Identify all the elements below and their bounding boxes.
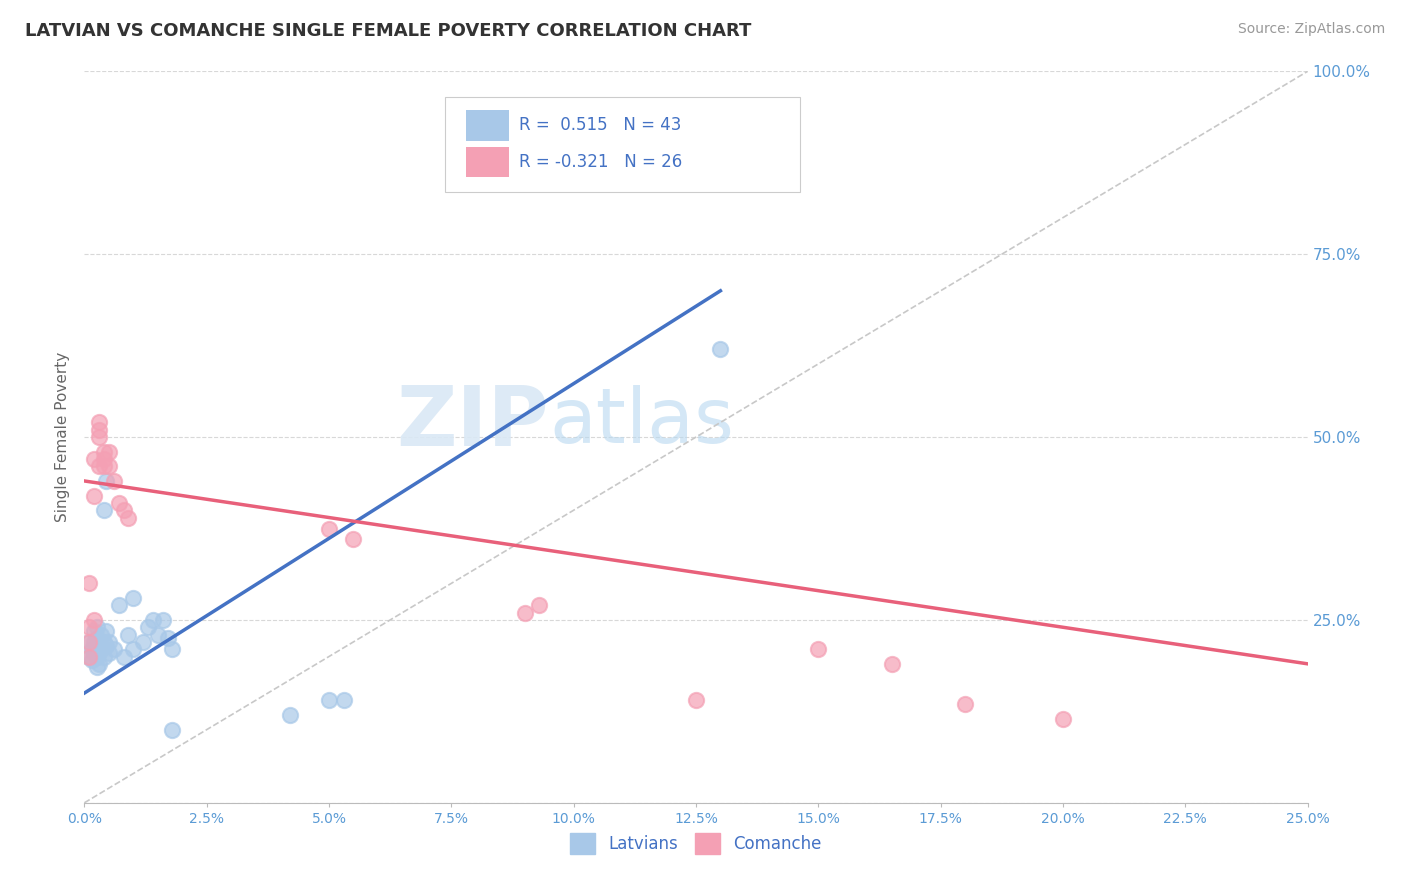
Point — [103, 474, 125, 488]
Point — [152, 613, 174, 627]
Point — [685, 693, 707, 707]
Point — [83, 646, 105, 660]
Point — [117, 510, 139, 524]
Point — [93, 649, 115, 664]
Point — [93, 503, 115, 517]
Point — [86, 632, 108, 646]
Point — [87, 459, 110, 474]
Point — [162, 723, 184, 737]
Point — [86, 642, 108, 657]
Point — [80, 653, 103, 667]
Point — [96, 474, 118, 488]
Point — [77, 635, 100, 649]
Point — [513, 606, 536, 620]
FancyBboxPatch shape — [465, 110, 509, 141]
Point — [112, 649, 135, 664]
Text: Source: ZipAtlas.com: Source: ZipAtlas.com — [1237, 22, 1385, 37]
Point — [529, 599, 551, 613]
Point — [1052, 712, 1074, 726]
Point — [103, 642, 125, 657]
Text: atlas: atlas — [550, 385, 734, 459]
Point — [142, 613, 165, 627]
Point — [77, 620, 100, 634]
Point — [87, 423, 110, 437]
Point — [146, 627, 169, 641]
Point — [90, 639, 112, 653]
Point — [132, 635, 155, 649]
Text: R = -0.321   N = 26: R = -0.321 N = 26 — [519, 153, 682, 171]
Point — [122, 591, 145, 605]
Point — [83, 489, 105, 503]
Point — [80, 642, 103, 657]
FancyBboxPatch shape — [465, 146, 509, 178]
Point — [97, 635, 120, 649]
Point — [83, 452, 105, 467]
Point — [136, 620, 159, 634]
Point — [77, 649, 100, 664]
Point — [97, 646, 120, 660]
Point — [87, 646, 110, 660]
Point — [162, 642, 184, 657]
Point — [880, 657, 903, 671]
Point — [97, 444, 120, 458]
Point — [342, 533, 364, 547]
Point — [156, 632, 179, 646]
Point — [86, 660, 108, 674]
Point — [86, 649, 108, 664]
Point — [107, 599, 129, 613]
Point — [332, 693, 354, 707]
Text: LATVIAN VS COMANCHE SINGLE FEMALE POVERTY CORRELATION CHART: LATVIAN VS COMANCHE SINGLE FEMALE POVERT… — [25, 22, 752, 40]
Point — [87, 430, 110, 444]
Text: R =  0.515   N = 43: R = 0.515 N = 43 — [519, 116, 681, 134]
Point — [97, 459, 120, 474]
Point — [86, 620, 108, 634]
FancyBboxPatch shape — [446, 97, 800, 192]
Point — [87, 416, 110, 430]
Point — [77, 635, 100, 649]
Text: ZIP: ZIP — [396, 382, 550, 463]
Y-axis label: Single Female Poverty: Single Female Poverty — [55, 352, 70, 522]
Point — [318, 521, 340, 535]
Point — [77, 576, 100, 591]
Point — [278, 708, 301, 723]
Point — [93, 452, 115, 467]
Point — [87, 635, 110, 649]
Point — [122, 642, 145, 657]
Point — [807, 642, 830, 657]
Point — [93, 444, 115, 458]
Point — [93, 459, 115, 474]
Legend: Latvians, Comanche: Latvians, Comanche — [564, 827, 828, 860]
Point — [77, 649, 100, 664]
Point — [93, 635, 115, 649]
Point — [117, 627, 139, 641]
Point — [318, 693, 340, 707]
Point — [96, 639, 118, 653]
Point — [83, 635, 105, 649]
Point — [96, 624, 118, 638]
Point — [953, 697, 976, 711]
Point — [112, 503, 135, 517]
Point — [90, 627, 112, 641]
Point — [83, 624, 105, 638]
Point — [87, 657, 110, 671]
Point — [83, 613, 105, 627]
Point — [107, 496, 129, 510]
Point — [709, 343, 731, 357]
